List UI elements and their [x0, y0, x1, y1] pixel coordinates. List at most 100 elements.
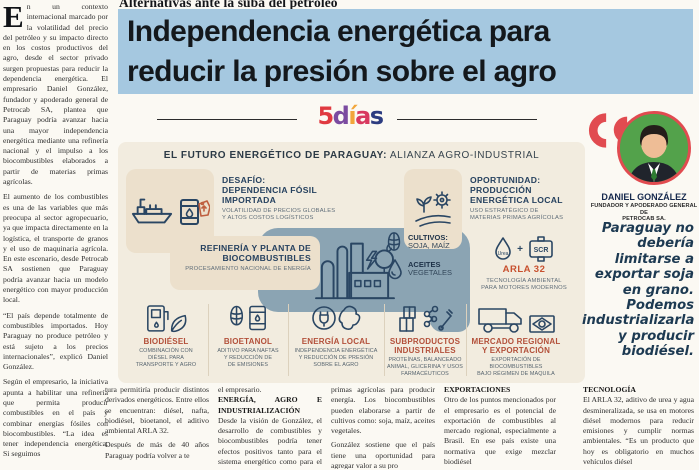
refinery-text-card: REFINERÍA Y PLANTA DE BIOCOMBUSTIBLES PR…: [170, 236, 320, 290]
output-bioetanol: BIOETANOL ADITIVO PARA NAFTAS Y REDUCCIÓ…: [210, 300, 286, 368]
output-biodiesel: BIODIÉSEL COMBINACIÓN CON DIÉSEL PARA TR…: [126, 300, 206, 368]
challenge-text: DESAFÍO: DEPENDENCIA FÓSIL IMPORTADA VOL…: [222, 175, 354, 222]
article-column-4: primas agrícolas para producir energía. …: [331, 385, 435, 469]
profile-name: DANIEL GONZÁLEZ: [601, 192, 687, 202]
headline-line2: reducir la presión sobre el agro: [127, 55, 557, 88]
arla-block: Urea + SCR ARLA 32 TECNOLOGÍA AMBIENTAL …: [473, 236, 575, 292]
output-subproductos-icons: [386, 300, 464, 334]
output-divider: [466, 304, 467, 376]
paragraph-4: Según el empresario, la iniciativa apunt…: [3, 377, 108, 459]
scr-label: SCR: [534, 247, 549, 254]
newspaper-logo: 5días: [303, 102, 397, 130]
profile-role: FUNDADOR Y APODERADO GENERAL DE PETROCAB…: [590, 203, 698, 223]
output-biodiesel-caption: COMBINACIÓN CON DIÉSEL PARA TRANSPORTE Y…: [135, 348, 197, 368]
output-mercado-title: MERCADO REGIONAL Y EXPORTACIÓN: [471, 337, 561, 355]
headline: Independencia energética para reducir la…: [118, 9, 693, 94]
column-5-subheading: EXPORTACIONES: [444, 385, 511, 394]
column-5-body: Otro de los puntos mencionados por el em…: [444, 395, 556, 467]
oil-drop-icon: [388, 259, 402, 280]
divider-left: [157, 119, 297, 120]
refinery-icon: [315, 242, 395, 300]
column-3-intro: el empresario.: [218, 385, 262, 394]
headline-line1: Independencia energética para: [127, 15, 550, 48]
column-2-paragraph-1: tura permitiría producir distintos deriv…: [105, 385, 209, 436]
infographic-panel: EL FUTURO ENERGÉTICO DE PARAGUAY: ALIANZ…: [118, 142, 585, 383]
output-bioetanol-caption: ADITIVO PARA NAFTAS Y REDUCCIÓN DE DE EM…: [217, 348, 279, 368]
input-oils: ACEITES VEGETALES: [386, 258, 452, 280]
infographic-title-regular: ALIANZA AGRO-INDUSTRIAL: [387, 150, 540, 161]
logo-letter-i: í: [348, 102, 356, 130]
avatar: [617, 111, 691, 185]
infographic-title: EL FUTURO ENERGÉTICO DE PARAGUAY: ALIANZ…: [118, 150, 585, 161]
output-divider: [288, 304, 289, 376]
truck-icon: [477, 308, 522, 333]
oil-barrel-price-icon: [180, 199, 210, 225]
paragraph-3: “El país depende totalmente de combustib…: [3, 310, 108, 372]
logo-letter-d: d: [332, 102, 350, 130]
arla-icons: Urea + SCR: [473, 236, 575, 262]
infographic-title-bold: EL FUTURO ENERGÉTICO DE PARAGUAY:: [163, 150, 388, 161]
output-divider: [208, 304, 209, 376]
urea-label: Urea: [498, 251, 509, 257]
column-4-paragraph-2: González sostiene que el país tiene una …: [331, 440, 435, 469]
output-bioetanol-icons: [210, 300, 286, 334]
plus-sign: +: [517, 243, 523, 255]
column-2-paragraph-2: Después de más de 40 años Paraguay podrí…: [105, 440, 209, 460]
byproducts-icon: [399, 305, 453, 332]
output-subproductos-title: SUBPRODUCTOS INDUSTRIALES: [389, 337, 461, 355]
column-3-subheading: ENERGÍA, AGRO E INDUSTRIALIZACIÓN: [218, 395, 322, 415]
output-energia-local-title: ENERGÍA LOCAL: [301, 337, 371, 346]
output-bioetanol-title: BIOETANOL: [223, 337, 273, 346]
column-6-body: El ARLA 32, aditivo de urea y agua desmi…: [583, 395, 694, 467]
output-subproductos-caption: PROTEÍNAS, BALANCEADO ANIMAL, GLICERINA …: [387, 357, 463, 377]
arla-title: ARLA 32: [502, 264, 546, 275]
corn-barrel-icon: [230, 305, 266, 331]
output-biodiesel-title: BIODIÉSEL: [143, 337, 189, 346]
crops-value: SOJA, MAÍZ: [408, 241, 450, 250]
column-4-paragraph-1: primas agrícolas para producir energía. …: [331, 385, 435, 436]
plug-paraguay-icon: [312, 305, 361, 330]
agro-industry-icon: [415, 191, 451, 227]
kicker: Alternativas ante la suba del petróleo: [119, 0, 338, 10]
logo-letter-5: 5: [317, 102, 334, 130]
output-biodiesel-icons: [126, 300, 206, 334]
refinery-title: REFINERÍA Y PLANTA DE BIOCOMBUSTIBLES: [200, 243, 311, 263]
crops-label: CULTIVOS:: [408, 232, 448, 242]
column-6-subheading: TECNOLOGÍA: [583, 385, 636, 394]
refinery-caption: PROCESAMIENTO NACIONAL DE ENERGÍA: [185, 266, 311, 272]
paragraph-1-text: n un contexto internacional marcado por …: [3, 2, 108, 187]
pull-quote: Paraguay no debería limitarse a exportar…: [582, 221, 695, 360]
fuel-pump-leaf-icon: [147, 305, 187, 333]
input-crops: CULTIVOS: SOJA, MAÍZ: [384, 230, 450, 254]
logo-letter-s: s: [369, 102, 384, 130]
logo-letter-a: a: [355, 102, 371, 130]
portrait-illustration: [620, 114, 688, 182]
output-subproductos: SUBPRODUCTOS INDUSTRIALES PROTEÍNAS, BAL…: [386, 300, 464, 377]
urea-drop-icon: Urea: [495, 237, 511, 260]
divider-right: [397, 119, 537, 120]
paragraph-2: El aumento de los combustibles es una de…: [3, 192, 108, 305]
challenge-title: DESAFÍO: DEPENDENCIA FÓSIL IMPORTADA: [222, 175, 318, 205]
corn-icon: [386, 232, 401, 252]
output-energia-local-icons: [290, 300, 382, 334]
article-column-2: tura permitiría producir distintos deriv…: [105, 385, 209, 469]
cargo-ship-icon: [131, 198, 173, 224]
opportunity-icon-card: [404, 169, 462, 249]
article-column-6: TECNOLOGÍA El ARLA 32, aditivo de urea y…: [583, 385, 694, 469]
arla-caption: TECNOLOGÍA AMBIENTAL PARA MOTORES MODERN…: [481, 278, 567, 291]
output-mercado: MERCADO REGIONAL Y EXPORTACIÓN EXPORTACI…: [468, 300, 564, 377]
opportunity-title: OPORTUNIDAD: PRODUCCIÓN ENERGÉTICA LOCAL: [470, 175, 563, 205]
scr-icon: SCR: [529, 236, 553, 262]
output-mercado-icons: [468, 300, 564, 334]
output-energia-local: ENERGÍA LOCAL INDEPENDENCIA ENERGÉTICA Y…: [290, 300, 382, 368]
opportunity-caption: USO ESTRATÉGICO DE MATERIAS PRIMAS AGRÍC…: [470, 208, 564, 221]
challenge-caption: VOLATILIDAD DE PRECIOS GLOBALES Y ALTOS …: [222, 208, 336, 221]
brazil-flag-icon: [528, 315, 555, 333]
output-mercado-caption: EXPORTACIÓN DE BIOCOMBUSTIBLES BAJO RÉGI…: [477, 357, 555, 377]
oils-label: ACEITES: [408, 259, 441, 269]
drop-cap: E: [3, 2, 24, 34]
article-column-3: el empresario. ENERGÍA, AGRO E INDUSTRIA…: [218, 385, 322, 469]
